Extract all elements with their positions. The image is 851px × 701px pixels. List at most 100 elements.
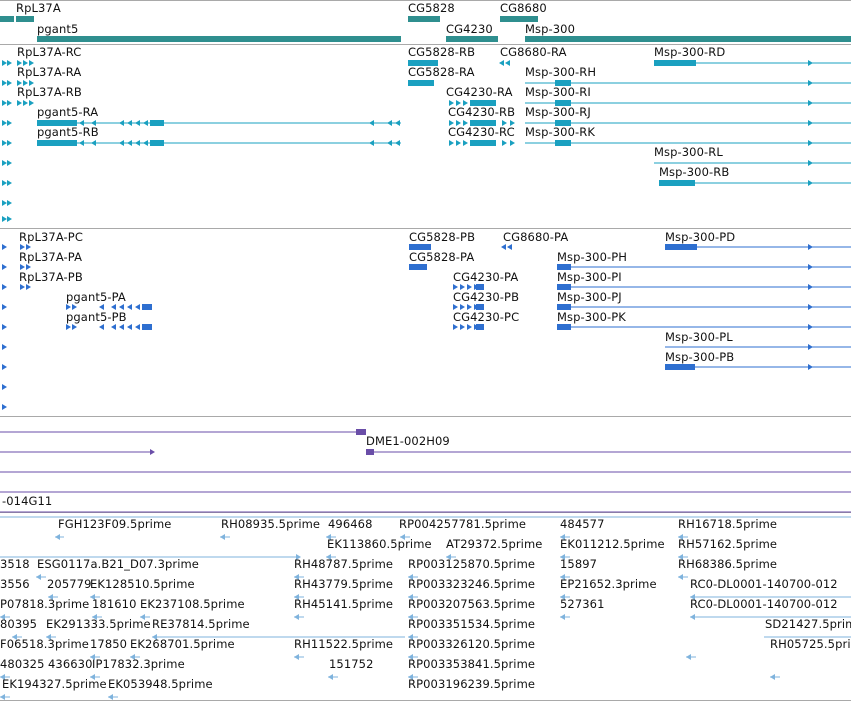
est-527361-arrow[interactable]: [560, 614, 565, 620]
est-rh11522-arrow[interactable]: [294, 654, 299, 660]
cg4230-transcript-arrow[interactable]: [449, 140, 454, 146]
cg4230-transcript-arrow[interactable]: [449, 120, 454, 126]
msp300-protein-exon[interactable]: [557, 304, 571, 310]
pgant5-protein-arrow[interactable]: [119, 304, 124, 310]
transcript-arrow[interactable]: [2, 60, 7, 66]
gene-rpl37a-glyph[interactable]: [16, 16, 34, 22]
protein-arrow[interactable]: [2, 284, 7, 290]
est-label-rh43779-5prime[interactable]: RH43779.5prime: [294, 577, 394, 591]
est-label-151752[interactable]: 151752: [329, 657, 374, 671]
msp300-protein-exon[interactable]: [665, 244, 697, 250]
est-ek053948-arrow[interactable]: [108, 694, 113, 700]
rpl37a-protein-glyph[interactable]: [20, 244, 25, 250]
cg4230-transcript-arrow[interactable]: [463, 140, 468, 146]
protein-label-rpl37a-pb[interactable]: RpL37A-PB: [19, 270, 83, 284]
pgant5-protein-arrow[interactable]: [99, 324, 104, 330]
protein-arrow[interactable]: [2, 244, 7, 250]
pgant5-transcript-exon[interactable]: [37, 120, 77, 126]
est-label-ep21652-3prime[interactable]: EP21652.3prime: [560, 577, 657, 591]
est-label-181610[interactable]: 181610: [92, 597, 137, 611]
protein-arrow[interactable]: [2, 364, 7, 370]
gene-label-cg5828[interactable]: CG5828: [408, 1, 455, 15]
est-rc0-dl0001-b-arrow[interactable]: [690, 614, 695, 620]
cg4230-transcript-exon[interactable]: [470, 140, 496, 146]
est-label-rp003207563-5prime[interactable]: RP003207563.5prime: [408, 597, 536, 611]
est-ek291333-arrow[interactable]: [46, 634, 51, 640]
protein-label-msp-300-pk[interactable]: Msp-300-PK: [557, 310, 626, 324]
est-ek011212-arrow[interactable]: [560, 554, 565, 560]
est-label-rp003196239-5prime[interactable]: RP003196239.5prime: [408, 677, 536, 691]
est-label-80395[interactable]: 80395: [0, 617, 38, 631]
protein-label-cg4230-pc[interactable]: CG4230-PC: [453, 310, 520, 324]
est-label-rh05725-5prime[interactable]: RH05725.5prime: [770, 637, 851, 651]
gene-label-cg4230[interactable]: CG4230: [446, 22, 493, 36]
transcript-arrow[interactable]: [7, 216, 12, 222]
pgant5-transcript-arrow[interactable]: [143, 120, 148, 126]
msp300-protein-arrow[interactable]: [808, 344, 813, 350]
cg4230-protein-exon[interactable]: [476, 284, 484, 290]
cg8680-protein-arrow[interactable]: [507, 244, 512, 250]
est-label-ek011212-5prime[interactable]: EK011212.5prime: [560, 537, 665, 551]
pgant5-transcript-arrow[interactable]: [135, 140, 140, 146]
transcript-arrow[interactable]: [2, 160, 7, 166]
protein-arrow[interactable]: [2, 344, 7, 350]
msp300-transcript-exon[interactable]: [555, 100, 571, 106]
cg4230-protein-arrow[interactable]: [453, 304, 458, 310]
cg4230-protein-arrow[interactable]: [453, 324, 458, 330]
msp300-transcript-arrow[interactable]: [808, 180, 813, 186]
est-484577-arrow[interactable]: [560, 534, 565, 540]
msp300-protein-arrow[interactable]: [808, 284, 813, 290]
est-label-rp003326120-5prime[interactable]: RP003326120.5prime: [408, 637, 536, 651]
msp300-transcript-arrow[interactable]: [808, 120, 813, 126]
est-ek268701-arrow[interactable]: [130, 654, 135, 660]
protein-label-msp-300-pd[interactable]: Msp-300-PD: [665, 230, 736, 244]
rpl37a-transcript-glyph[interactable]: [23, 60, 28, 66]
transcript-label-msp-300-rh[interactable]: Msp-300-RH: [525, 65, 597, 79]
transcript-arrow[interactable]: [2, 140, 7, 146]
est-80395-arrow[interactable]: [12, 634, 17, 640]
msp300-transcript-exon[interactable]: [659, 180, 695, 186]
transcript-arrow[interactable]: [2, 180, 7, 186]
rpl37a-transcript-glyph[interactable]: [17, 60, 22, 66]
rpl37a-transcript-glyph[interactable]: [17, 80, 22, 86]
rpl37a-transcript-glyph[interactable]: [23, 100, 28, 106]
cg4230-protein-arrow[interactable]: [453, 284, 458, 290]
transcript-arrow[interactable]: [2, 200, 7, 206]
clone-end-marker[interactable]: [366, 449, 374, 455]
est-label-ek128510-5prime[interactable]: EK128510.5prime: [90, 577, 195, 591]
est-fgh123f09-arrow[interactable]: [55, 534, 60, 540]
est-label-rp003323246-5prime[interactable]: RP003323246.5prime: [408, 577, 536, 591]
est-205779-arrow[interactable]: [48, 594, 53, 600]
est-label-527361[interactable]: 527361: [560, 597, 605, 611]
msp300-transcript-arrow[interactable]: [808, 60, 813, 66]
gene-cg4230-glyph[interactable]: [446, 36, 498, 42]
pgant5-transcript-arrow[interactable]: [387, 140, 392, 146]
pgant5-transcript-exon[interactable]: [37, 140, 77, 146]
transcript-arrow[interactable]: [7, 80, 12, 86]
est-rp004257781-arrow[interactable]: [400, 534, 405, 540]
transcript-arrow[interactable]: [7, 200, 12, 206]
transcript-label-msp-300-rb[interactable]: Msp-300-RB: [659, 165, 730, 179]
est-label-3556[interactable]: 3556: [0, 577, 30, 591]
protein-arrow[interactable]: [2, 384, 7, 390]
est-label-496468[interactable]: 496468: [328, 517, 373, 531]
est-label-ip17832-3prime[interactable]: IP17832.3prime: [92, 657, 185, 671]
transcript-label-pgant5-rb[interactable]: pgant5-RB: [37, 125, 99, 139]
est-p07818-arrow[interactable]: [0, 614, 5, 620]
pgant5-protein-arrow[interactable]: [66, 324, 71, 330]
gene-label-cg8680[interactable]: CG8680: [500, 1, 547, 15]
pgant5-transcript-arrow[interactable]: [395, 140, 400, 146]
est-label-rp003125870-5prime[interactable]: RP003125870.5prime: [408, 557, 536, 571]
transcript-arrow[interactable]: [7, 160, 12, 166]
protein-label-cg4230-pa[interactable]: CG4230-PA: [453, 270, 519, 284]
transcript-arrow[interactable]: [2, 100, 7, 106]
est-label-17850[interactable]: 17850: [90, 637, 128, 651]
est-label-ek053948-5prime[interactable]: EK053948.5prime: [108, 677, 213, 691]
pgant5-transcript-exon[interactable]: [150, 140, 164, 146]
gene-cg5828-glyph[interactable]: [408, 16, 440, 22]
pgant5-transcript-arrow[interactable]: [119, 140, 124, 146]
transcript-arrow[interactable]: [7, 100, 12, 106]
msp300-transcript-exon[interactable]: [555, 140, 571, 146]
est-rp003353841-arrow[interactable]: [408, 674, 413, 680]
est-label-ek237108-5prime[interactable]: EK237108.5prime: [140, 597, 245, 611]
